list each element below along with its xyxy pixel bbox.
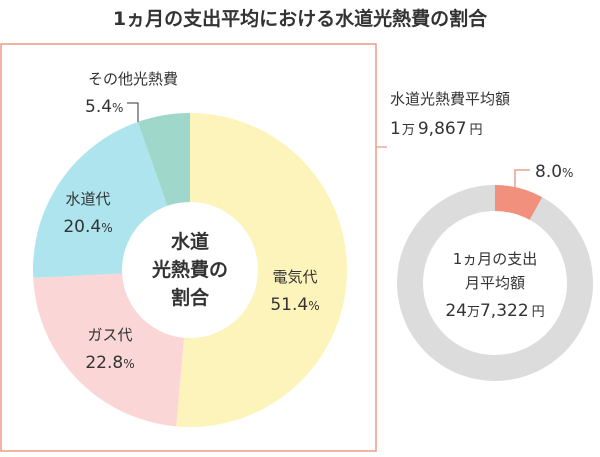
slice-label-other-utilities: その他光熱費 — [88, 70, 178, 88]
ring-segment-utilities — [494, 185, 543, 221]
callout-amount: 1万 9,867 円 — [390, 119, 483, 139]
ring-segment-other — [397, 185, 593, 381]
slice-value-gas: 22.8% — [85, 353, 134, 373]
slice-value-water: 20.4% — [63, 217, 112, 237]
monthly-expense-ring — [397, 185, 593, 381]
ring-leader-line — [514, 169, 530, 188]
slice-value-electricity: 51.4% — [270, 295, 319, 315]
left-chart-frame — [0, 43, 377, 452]
callout-connector-line — [376, 146, 387, 148]
slice-label-gas: ガス代 — [87, 326, 132, 344]
expense-breakdown-labels: 電気代 51.4% ガス代 22.8% 水道代 20.4% その他光熱費 5.4% — [63, 70, 319, 373]
pie-center-label-line2: 光熱費の — [151, 258, 228, 281]
callout-title: 水道光熱費平均額 — [390, 90, 510, 108]
slice-label-water: 水道代 — [65, 190, 110, 208]
ring-percent-label: 8.0% — [535, 162, 573, 182]
chart-title: 1ヵ月の支出平均における水道光熱費の割合 — [113, 7, 488, 30]
slice-label-electricity: 電気代 — [272, 268, 317, 286]
pie-slice-electricity — [176, 113, 348, 427]
ring-center-line1: 1ヵ月の支出 — [453, 250, 538, 268]
other-utilities-leader-line — [127, 102, 139, 122]
pie-center-label-line3: 割合 — [171, 286, 210, 309]
pie-center-hole — [122, 202, 258, 338]
ring-center-line2: 月平均額 — [465, 274, 525, 292]
ring-center-amount: 24万7,322 円 — [445, 301, 544, 321]
slice-value-other-utilities: 5.4% — [85, 97, 123, 117]
pie-center-label-line1: 水道 — [171, 230, 209, 253]
